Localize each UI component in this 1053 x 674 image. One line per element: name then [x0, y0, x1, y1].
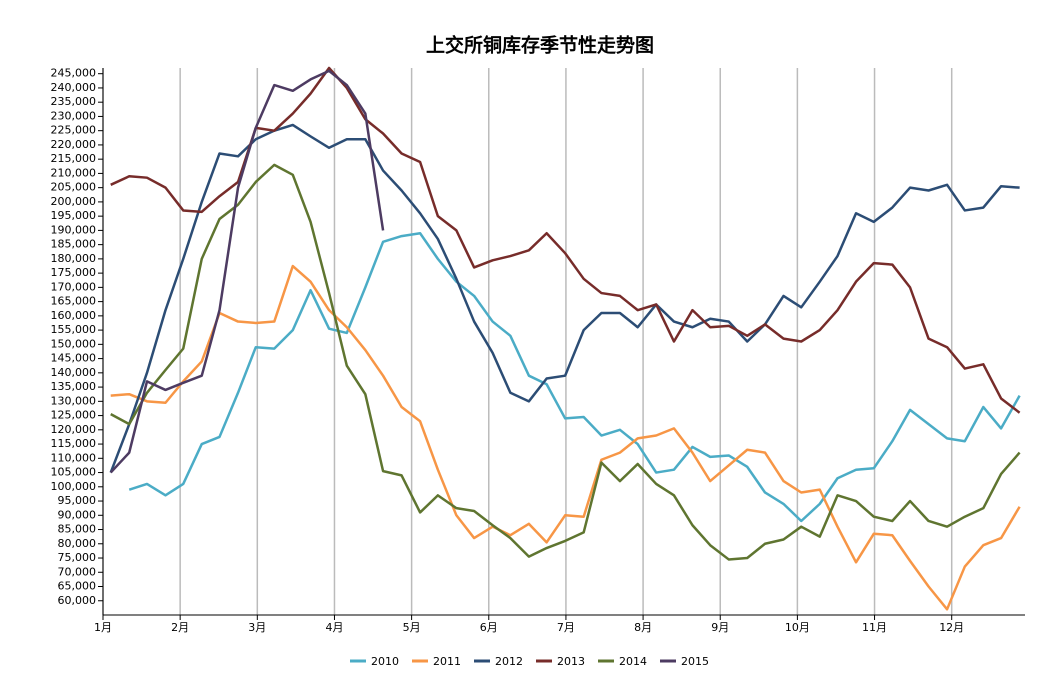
- x-tick-label: 6月: [480, 621, 498, 634]
- y-tick-label: 185,000: [51, 238, 97, 251]
- y-tick-label: 105,000: [51, 466, 97, 479]
- y-tick-label: 65,000: [58, 580, 97, 593]
- y-tick-label: 245,000: [51, 67, 97, 80]
- x-tick-label: 4月: [325, 621, 343, 634]
- y-tick-label: 230,000: [51, 109, 97, 122]
- y-tick-label: 175,000: [51, 266, 97, 279]
- y-tick-label: 120,000: [51, 423, 97, 436]
- y-tick-label: 160,000: [51, 309, 97, 322]
- y-tick-label: 220,000: [51, 138, 97, 151]
- series-line: [109, 123, 1020, 473]
- x-tick-label: 10月: [785, 621, 810, 634]
- y-tick-label: 225,000: [51, 124, 97, 137]
- x-tick-label: 1月: [94, 621, 112, 634]
- y-tick-label: 135,000: [51, 380, 97, 393]
- x-tick-label: 2月: [171, 621, 189, 634]
- y-tick-label: 130,000: [51, 394, 97, 407]
- legend-label: 2015: [681, 655, 709, 668]
- y-tick-label: 80,000: [58, 537, 97, 550]
- y-tick-label: 210,000: [51, 166, 97, 179]
- x-tick-label: 11月: [862, 621, 887, 634]
- y-tick-label: 195,000: [51, 209, 97, 222]
- y-tick-label: 145,000: [51, 352, 97, 365]
- y-tick-label: 190,000: [51, 223, 97, 236]
- y-tick-label: 235,000: [51, 95, 97, 108]
- chart-title: 上交所铜库存季节性走势图: [426, 34, 654, 57]
- y-tick-label: 90,000: [58, 508, 97, 521]
- x-tick-label: 9月: [711, 621, 729, 634]
- y-tick-label: 200,000: [51, 195, 97, 208]
- series-line: [110, 264, 1021, 611]
- y-tick-label: 205,000: [51, 181, 97, 194]
- y-tick-label: 165,000: [51, 295, 97, 308]
- x-tick-label: 12月: [939, 621, 964, 634]
- legend-label: 2010: [371, 655, 399, 668]
- y-tick-label: 180,000: [51, 252, 97, 265]
- x-tick-label: 5月: [403, 621, 421, 634]
- y-tick-label: 140,000: [51, 366, 97, 379]
- legend-label: 2012: [495, 655, 523, 668]
- series-line: [128, 231, 1021, 523]
- x-tick-label: 7月: [557, 621, 575, 634]
- y-tick-label: 240,000: [51, 81, 97, 94]
- legend-label: 2013: [557, 655, 585, 668]
- y-tick-label: 115,000: [51, 437, 97, 450]
- y-tick-label: 100,000: [51, 480, 97, 493]
- y-tick-label: 60,000: [58, 594, 97, 607]
- legend-label: 2011: [433, 655, 461, 668]
- x-tick-label: 8月: [634, 621, 652, 634]
- y-tick-label: 170,000: [51, 280, 97, 293]
- y-tick-label: 95,000: [58, 494, 97, 507]
- y-tick-label: 85,000: [58, 523, 97, 536]
- y-tick-label: 75,000: [58, 551, 97, 564]
- x-tick-label: 3月: [248, 621, 266, 634]
- y-tick-label: 155,000: [51, 323, 97, 336]
- y-tick-label: 215,000: [51, 152, 97, 165]
- series-line: [110, 66, 1021, 414]
- y-tick-label: 70,000: [58, 565, 97, 578]
- y-tick-label: 110,000: [51, 451, 97, 464]
- legend-label: 2014: [619, 655, 647, 668]
- series-line: [110, 163, 1021, 561]
- series-line: [109, 69, 385, 474]
- y-tick-label: 125,000: [51, 409, 97, 422]
- y-tick-label: 150,000: [51, 337, 97, 350]
